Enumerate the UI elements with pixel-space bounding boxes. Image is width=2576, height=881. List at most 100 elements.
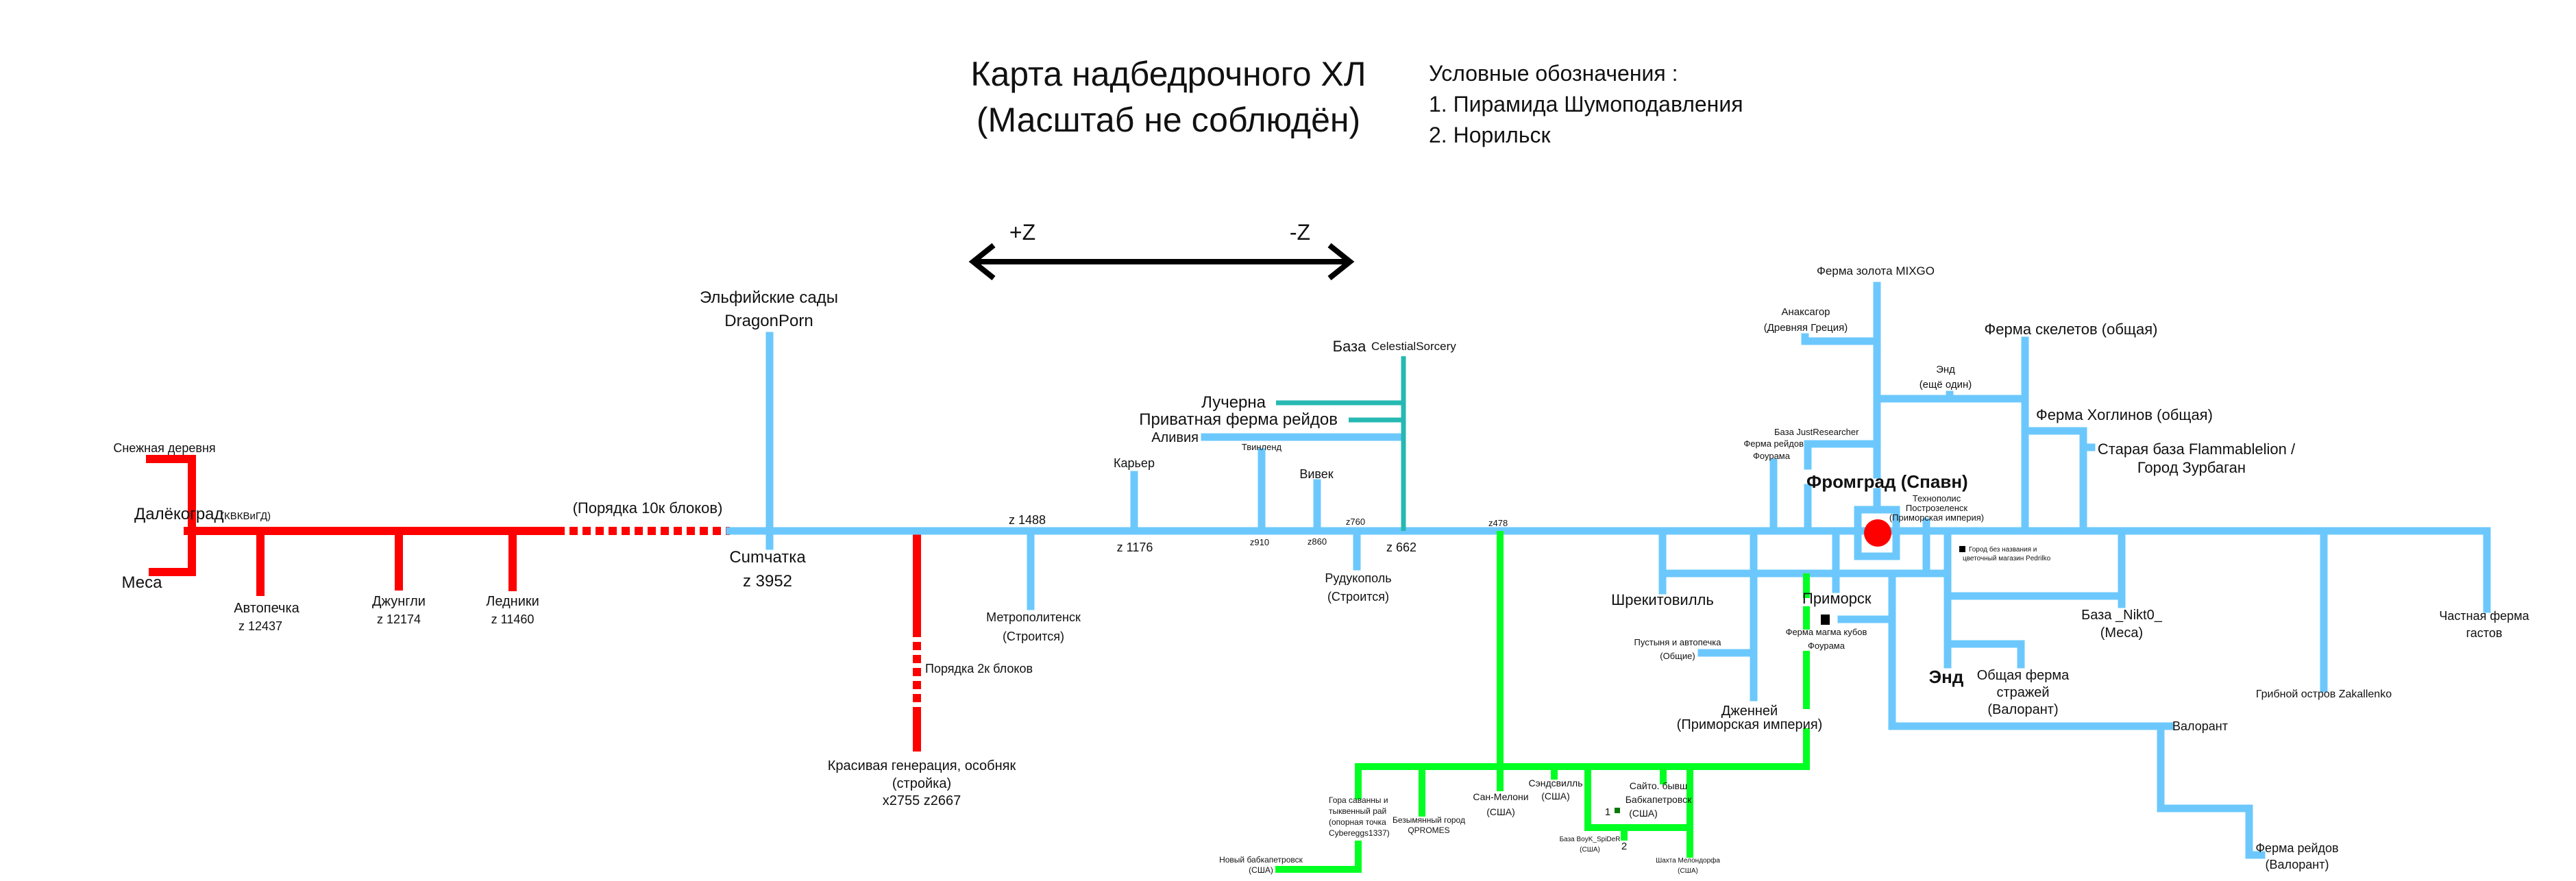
label-glaciers: Ледники (486, 594, 539, 609)
label-zurbagan: Город Зурбаган (2137, 459, 2246, 476)
label-jenney: Дженней (1721, 704, 1778, 719)
label-technopolis: Технополис (1913, 493, 1961, 504)
z-axis-arrow (968, 243, 1355, 281)
label-raid-valorant-sub: (Валорант) (2266, 858, 2329, 871)
label-desert-sub: (Общие) (1660, 651, 1695, 661)
label-boyk: База BoyK_SpiDeR (1560, 836, 1621, 843)
label-saito-2: Бабкапетровск (1626, 794, 1692, 805)
label-sanmeloni-sub: (США) (1486, 806, 1515, 817)
label-nikt0-sub: (Меса) (2100, 625, 2143, 641)
label-saito: Сайто. бывш (1630, 780, 1687, 791)
label-z910: z910 (1250, 537, 1269, 547)
label-magma: Ферма магма кубов (1786, 627, 1867, 637)
label-mesa: Меса (122, 573, 163, 592)
label-gast-2: гастов (2466, 626, 2503, 640)
legend-item: 2. Норильск (1429, 123, 1551, 147)
legend-item: 1. Пирамида Шумоподавления (1429, 92, 1743, 116)
label-alivia: Аливия (1151, 430, 1199, 445)
label-autopechka: Автопечка (234, 601, 299, 616)
label-sanmeloni: Сан-Мелони (1473, 791, 1528, 802)
label-shahta-sub: (США) (1678, 867, 1698, 875)
label-vivek: Вивек (1299, 467, 1333, 481)
label-fromgrad: Фромград (Спавн) (1806, 471, 1968, 492)
label-novy: Новый бабкапетровск (1219, 855, 1303, 865)
label-metro-status: (Строится) (1003, 630, 1064, 643)
label-jenney-sub: (Приморская империя) (1677, 717, 1823, 732)
label-magma-owner: Фоурама (1808, 641, 1845, 651)
label-elf-gardens-owner: DragonPorn (724, 312, 813, 330)
label-gora-4: Cybereggs1337) (1329, 828, 1390, 838)
label-saito-3: (США) (1629, 808, 1658, 819)
label-hoglins: Ферма Хоглинов (общая) (2036, 406, 2213, 423)
label-end-2: Энд (1936, 364, 1955, 375)
label-noname-town: Город без названия и (1969, 545, 2037, 554)
usa-network-line (1275, 531, 1810, 873)
label-shahta: Шахта Мелондорфа (1656, 856, 1720, 865)
label-desert: Пустыня и автопечка (1634, 637, 1722, 647)
label-guards-2: стражей (1996, 685, 2049, 700)
label-mixgo: Ферма золота MIXGO (1817, 264, 1935, 277)
axis-plus-z: +Z (1009, 220, 1035, 245)
label-z860: z860 (1308, 536, 1327, 547)
label-raid-valorant: Ферма рейдов (2255, 841, 2338, 855)
label-technopolis-2: Построзеленск (1906, 503, 1967, 513)
magma-farm-marker (1821, 615, 1830, 625)
label-celestial-name: CelestialSorcery (1371, 340, 1456, 353)
saito-marker (1615, 808, 1620, 813)
axis-minus-z: -Z (1290, 220, 1310, 245)
label-dalekograd-suffix: (КВКВиГД) (221, 510, 271, 522)
label-jungle: Джунгли (372, 594, 426, 609)
label-technopolis-3: (Приморская империя) (1889, 512, 1984, 523)
label-z760: z760 (1346, 517, 1365, 527)
legend-heading: Условные обозначения : (1429, 61, 1678, 86)
label-end: Энд (1929, 667, 1964, 687)
label-snow-village: Снежная деревня (113, 441, 215, 455)
label-dalekograd: Далёкоград (134, 505, 224, 523)
label-flammable: Старая база Flammablelion / (2098, 440, 2296, 458)
label-anaxagor-sub: (Древняя Греция) (1764, 322, 1848, 334)
label-glaciers-z: z 11460 (491, 612, 535, 626)
label-z662: z 662 (1386, 541, 1416, 554)
label-cumchatka-z: z 3952 (743, 572, 792, 591)
label-novy-sub: (США) (1249, 865, 1273, 875)
label-jungle-z: z 12174 (377, 612, 421, 626)
main-road-line (726, 282, 2491, 859)
label-bezym: Безымянный город (1393, 815, 1465, 825)
label-anaxagor: Анаксагор (1781, 306, 1830, 318)
label-autopechka-z: z 12437 (238, 619, 282, 633)
celestial-branch (1276, 356, 1406, 531)
spawn-fromgrad (1854, 506, 1900, 560)
map-subtitle: (Масштаб не соблюдён) (977, 101, 1360, 139)
far-lands-line (146, 455, 921, 752)
label-guards: Общая ферма (1977, 668, 2070, 683)
label-krasivaya: Красивая генерация, особняк (828, 758, 1016, 773)
label-z1176: z 1176 (1117, 541, 1153, 554)
label-primorsk: Приморск (1802, 590, 1872, 607)
label-foorama-raid: Ферма рейдов (1743, 438, 1804, 449)
map-title: Карта надбедрочного ХЛ (970, 55, 1366, 93)
label-sandsville: Сэндсвилль (1528, 778, 1582, 789)
label-gast: Частная ферма (2439, 609, 2529, 623)
label-gora: Гора саванны и (1329, 795, 1388, 805)
label-order-2k: Порядка 2к блоков (925, 662, 1033, 675)
label-mark-1: 1 (1605, 806, 1610, 818)
label-rudukopol: Рудукополь (1325, 571, 1391, 585)
label-krasivaya-coords: x2755 z2667 (883, 793, 961, 808)
spawn-red-dot (1864, 519, 1891, 547)
label-krasivaya-status: (стройка) (892, 776, 951, 791)
label-cumchatka: Cumчатка (729, 548, 806, 567)
label-gora-3: (опорная точка (1329, 817, 1386, 827)
label-skeletons: Ферма скелетов (общая) (1985, 321, 2158, 338)
label-z478: z478 (1488, 518, 1508, 528)
label-rudukopol-status: (Строится) (1327, 590, 1389, 604)
noname-town-marker (1959, 546, 1965, 552)
label-elf-gardens: Эльфийские сады (700, 288, 838, 307)
label-end-2-sub: (ещё один) (1919, 379, 1972, 390)
label-z1488: z 1488 (1009, 513, 1046, 527)
label-boyk-sub: (США) (1580, 846, 1600, 854)
label-lucherna: Лучерна (1201, 393, 1266, 412)
label-noname-town-2: цветочный магазин Pedrilko (1963, 555, 2051, 562)
label-nikt0: База _Nikt0_ (2081, 608, 2163, 623)
label-metro: Метрополитенск (986, 610, 1081, 624)
